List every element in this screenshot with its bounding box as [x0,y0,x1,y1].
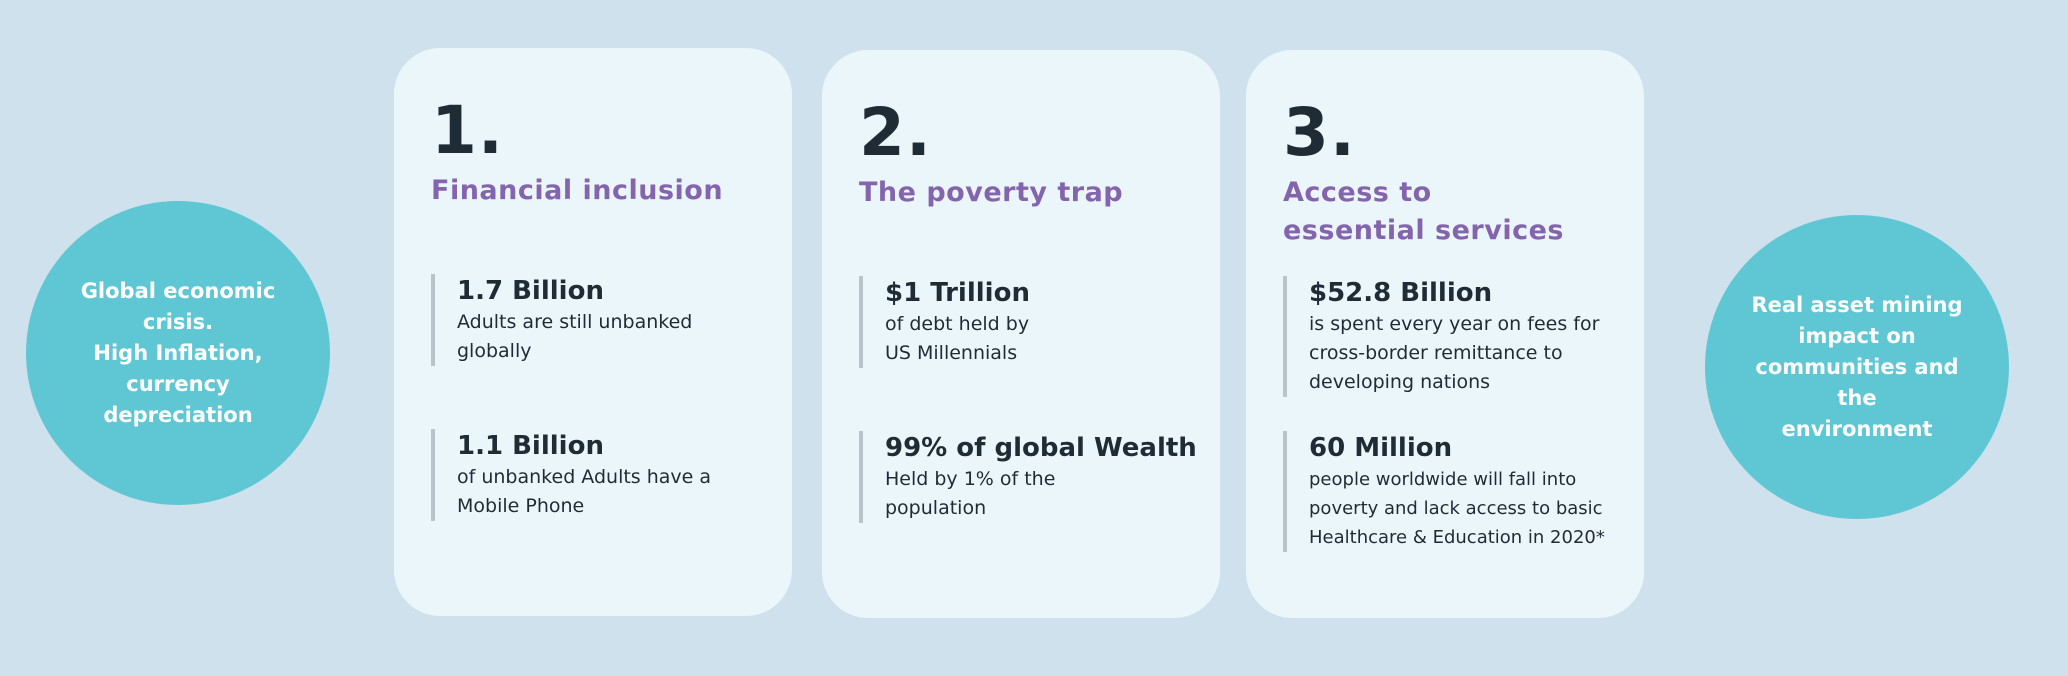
card-heading: Access to essential services [1283,177,1564,246]
stat-desc: Held by 1% of the population [885,468,1056,519]
stat-block: 60 Million people worldwide will fall int… [1283,431,1623,552]
stat-value: $1 Trillion [885,278,1030,308]
card-number: 1. [431,92,504,169]
card-number: 2. [859,94,932,171]
stat-value: $52.8 Billion [1309,278,1493,308]
stat-desc: is spent every year on fees for cross-bo… [1309,313,1600,393]
stat-value: 60 Million [1309,433,1453,463]
stat-block: 1.7 Billion Adults are still unbanked glo… [431,274,771,366]
stat-desc: Adults are still unbanked globally [457,311,693,362]
card-number: 3. [1283,94,1356,171]
stat-value: 1.7 Billion [457,276,604,306]
card-heading: The poverty trap [859,177,1124,208]
card-financial-inclusion: 1. Financial inclusion 1.7 Billion Adults… [394,48,792,616]
right-circle-text: Real asset mining impact on communities … [1751,292,1963,441]
right-circle-mining-impact: Real asset mining impact on communities … [1705,215,2009,519]
stat-desc: of debt held by US Millennials [885,313,1030,364]
stat-block: $52.8 Billion is spent every year on fees… [1283,276,1623,397]
stat-value: 99% of global Wealth [885,433,1197,463]
card-essential-services: 3. Access to essential services $52.8 Bi… [1246,50,1644,618]
stat-desc: of unbanked Adults have a Mobile Phone [457,466,712,517]
stat-block: $1 Trillion of debt held by US Millennial… [859,276,1199,368]
card-poverty-trap: 2. The poverty trap $1 Trillion of debt h… [822,50,1220,618]
card-heading: Financial inclusion [431,175,724,206]
stat-desc: people worldwide will fall into poverty … [1309,469,1605,548]
stat-value: 1.1 Billion [457,431,604,461]
stat-block: 99% of global Wealth Held by 1% of the po… [859,431,1199,523]
stat-block: 1.1 Billion of unbanked Adults have a Mob… [431,429,771,521]
left-circle-global-crisis: Global economic crisis. High Inflation, … [26,201,330,505]
left-circle-text: Global economic crisis. High Inflation, … [80,278,276,427]
